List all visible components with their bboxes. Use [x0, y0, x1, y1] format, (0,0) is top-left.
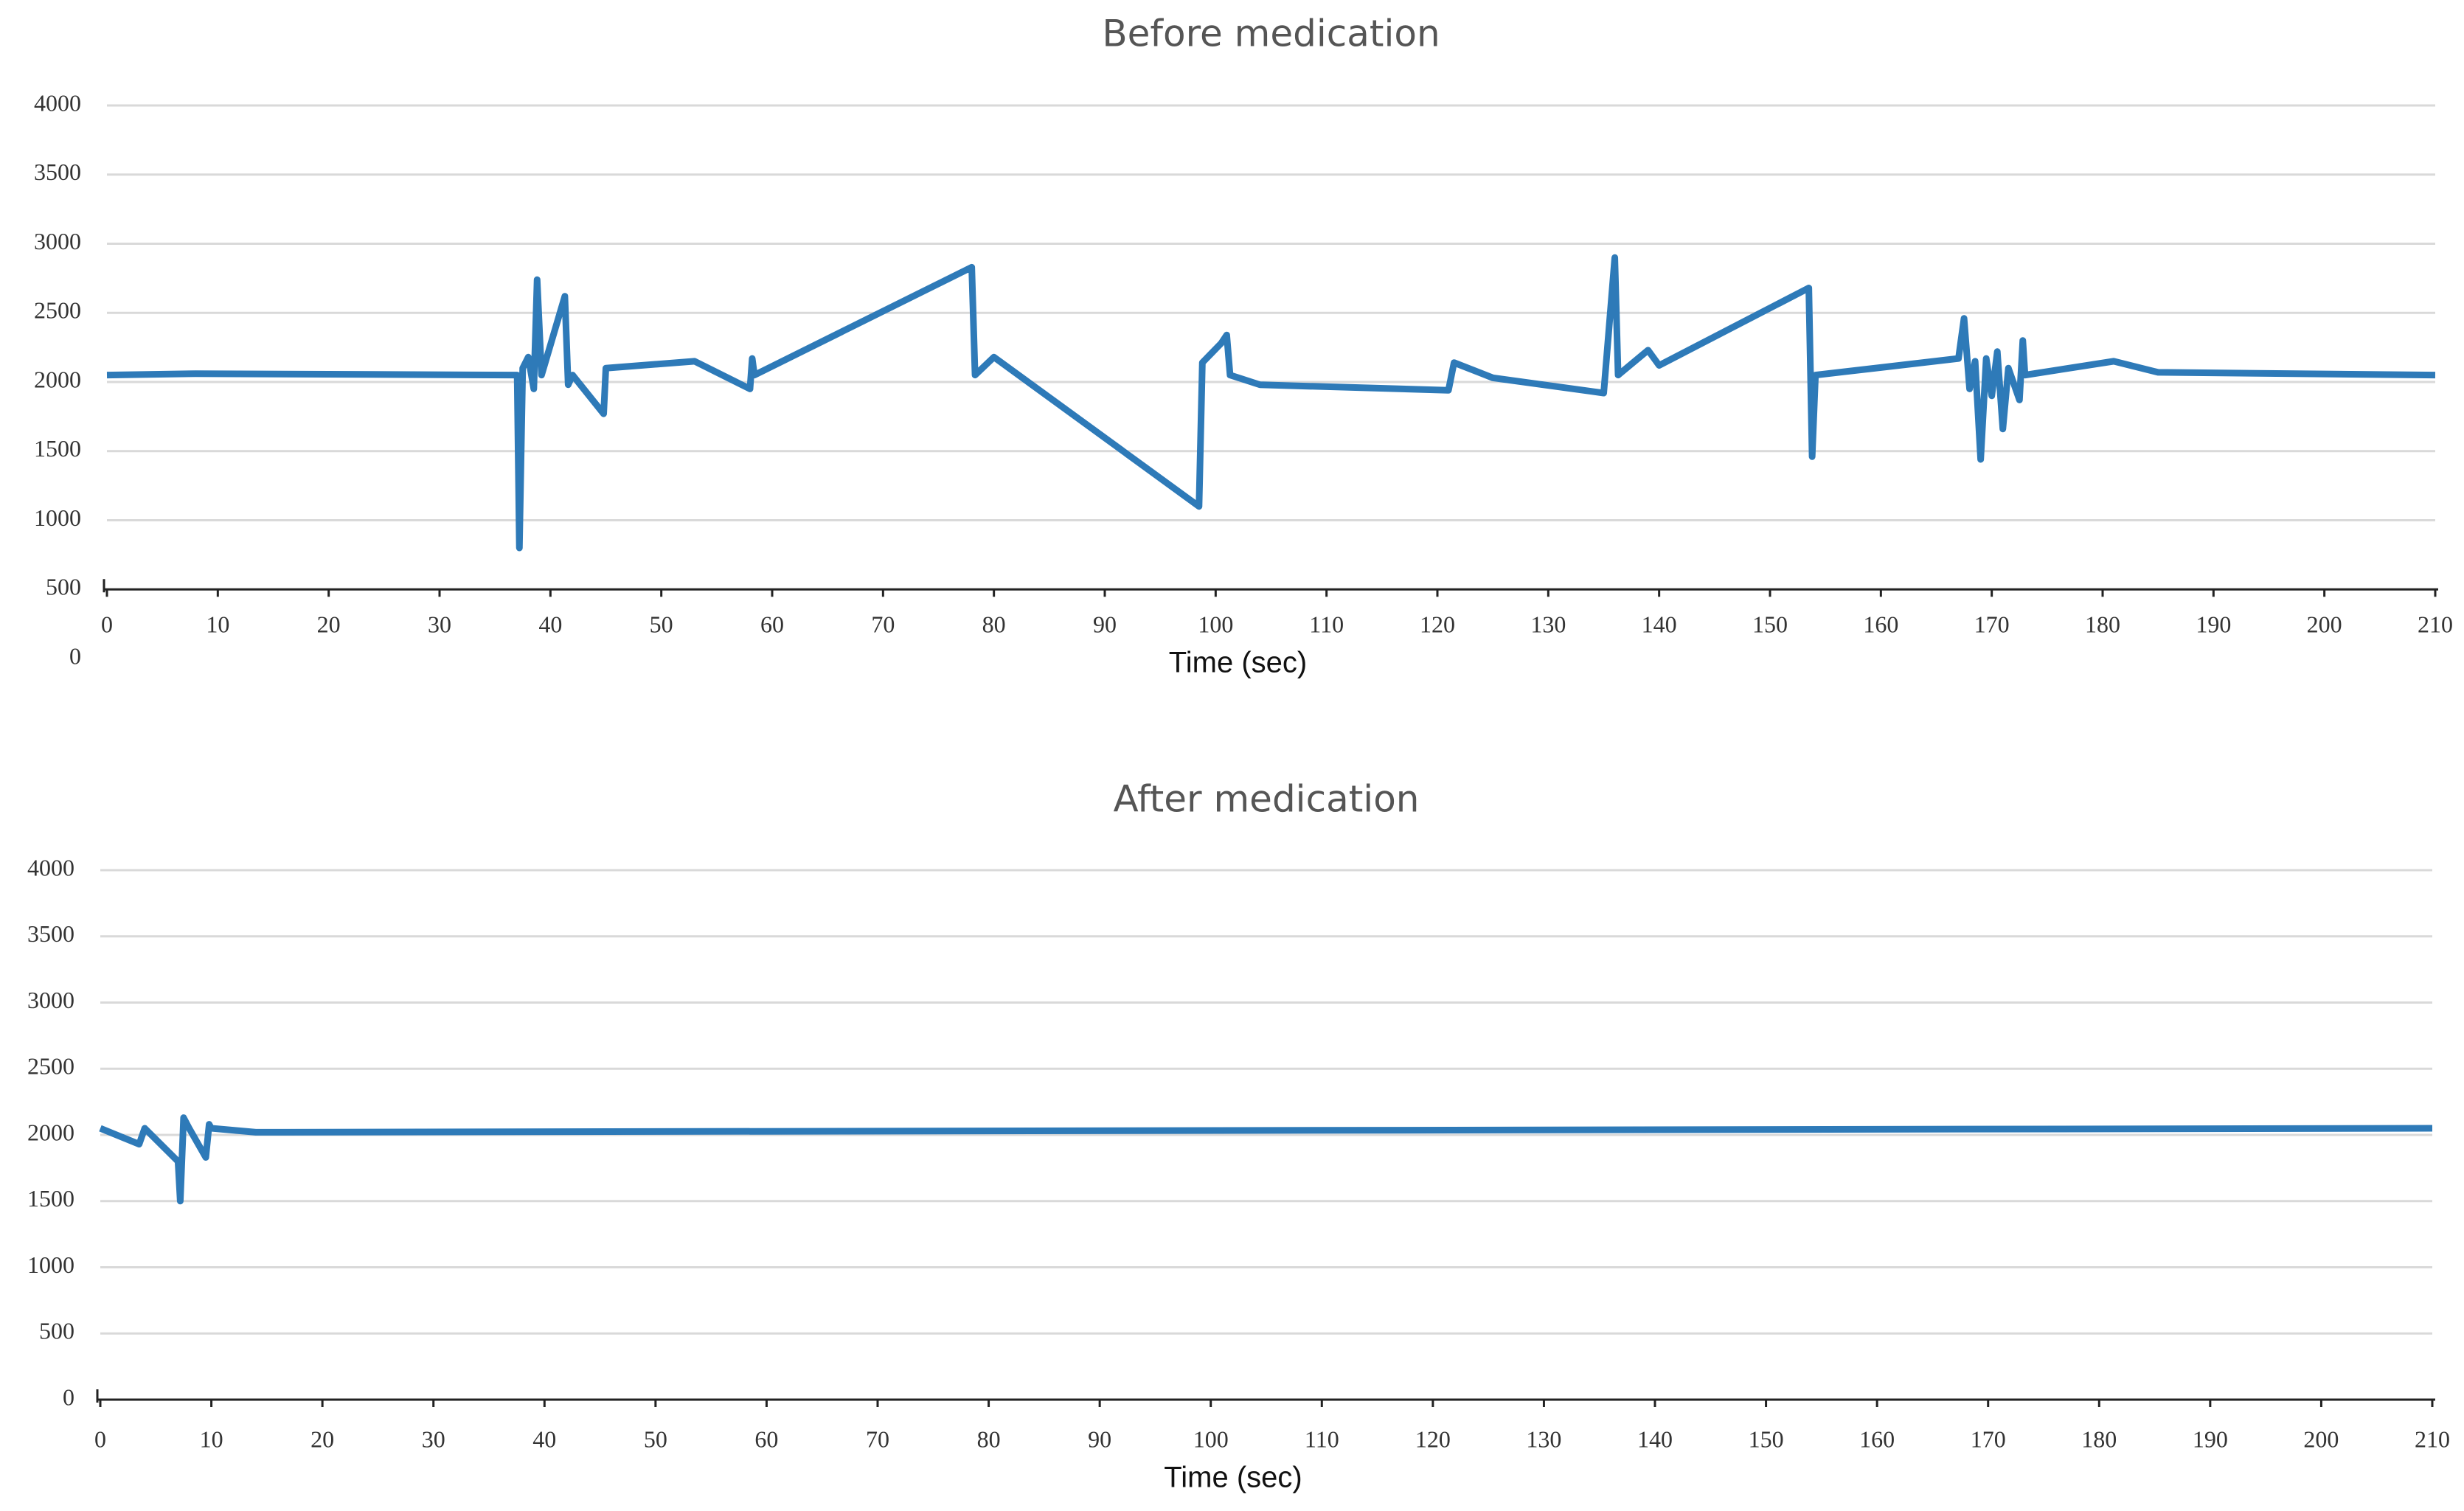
x-tick-label: 90 [1088, 1425, 1111, 1452]
x-tick-label: 150 [1752, 611, 1788, 637]
x-tick-label: 0 [101, 611, 113, 637]
x-tick-label: 70 [871, 611, 895, 637]
x-tick-label: 110 [1309, 611, 1344, 637]
data-line [106, 254, 2436, 552]
y-tick-label: 1000 [27, 1251, 74, 1278]
x-tick-label: 40 [532, 1425, 556, 1452]
x-tick-label: 160 [1859, 1425, 1895, 1452]
x-tick-label: 170 [1971, 1425, 2006, 1452]
x-tick-label: 0 [94, 1425, 106, 1452]
x-tick-label: 80 [982, 611, 1006, 637]
y-tick-label: 500 [39, 1318, 74, 1344]
x-tick-label: 60 [760, 611, 784, 637]
x-tick-label: 70 [866, 1425, 889, 1452]
y-tick-label: 0 [63, 1383, 74, 1410]
x-tick-label: 190 [2193, 1425, 2228, 1452]
x-tick-label: 20 [310, 1425, 334, 1452]
x-axis-title: Time (sec) [1169, 647, 1307, 679]
x-tick-label: 130 [1526, 1425, 1561, 1452]
x-tick-label: 120 [1420, 611, 1455, 637]
y-tick-label: 3000 [34, 228, 81, 254]
chart-title: After medication [1114, 778, 1420, 821]
x-tick-label: 30 [428, 611, 451, 637]
x-tick-label: 50 [650, 611, 673, 637]
x-tick-label: 60 [754, 1425, 778, 1452]
x-tick-label: 20 [317, 611, 341, 637]
y-tick-label: 1000 [34, 504, 81, 531]
x-tick-label: 140 [1637, 1425, 1673, 1452]
y-tick-label: 500 [46, 574, 81, 600]
x-tick-label: 180 [2081, 1425, 2117, 1452]
x-axis-title: Time (sec) [1164, 1462, 1302, 1494]
data-line [99, 1114, 2433, 1205]
x-tick-label: 40 [538, 611, 562, 637]
y-tick-label: 2000 [34, 366, 81, 392]
y-tick-label: 3500 [34, 159, 81, 185]
y-tick-label: 2000 [27, 1119, 74, 1145]
x-tick-label: 140 [1642, 611, 1677, 637]
x-tick-label: 120 [1415, 1425, 1451, 1452]
x-tick-label: 180 [2085, 611, 2120, 637]
y-tick-label: 4000 [34, 89, 81, 116]
y-tick-label: 3000 [27, 987, 74, 1013]
x-tick-label: 10 [206, 611, 229, 637]
x-tick-label: 130 [1530, 611, 1566, 637]
x-tick-label: 210 [2415, 1425, 2450, 1452]
x-tick-label: 80 [977, 1425, 1001, 1452]
y-tick-label: 2500 [27, 1053, 74, 1080]
x-tick-label: 210 [2418, 611, 2453, 637]
y-tick-label: 2500 [34, 297, 81, 324]
x-tick-label: 10 [200, 1425, 223, 1452]
y-tick-label: 3500 [27, 920, 74, 947]
y-tick-label: 1500 [34, 435, 81, 462]
x-tick-label: 190 [2196, 611, 2231, 637]
x-tick-label: 90 [1093, 611, 1117, 637]
x-tick-label: 150 [1749, 1425, 1784, 1452]
x-tick-label: 160 [1863, 611, 1898, 637]
x-tick-label: 200 [2307, 611, 2342, 637]
x-tick-label: 50 [644, 1425, 667, 1452]
y-tick-label: 4000 [27, 854, 74, 880]
chart-title: Before medication [1102, 13, 1440, 55]
y-tick-label: 1500 [27, 1185, 74, 1212]
x-tick-label: 200 [2303, 1425, 2339, 1452]
x-tick-label: 30 [422, 1425, 445, 1452]
x-tick-label: 100 [1193, 1425, 1229, 1452]
x-tick-label: 100 [1198, 611, 1233, 637]
x-tick-label: 110 [1305, 1425, 1339, 1452]
y-tick-label: 0 [69, 642, 81, 669]
x-tick-label: 170 [1974, 611, 2010, 637]
